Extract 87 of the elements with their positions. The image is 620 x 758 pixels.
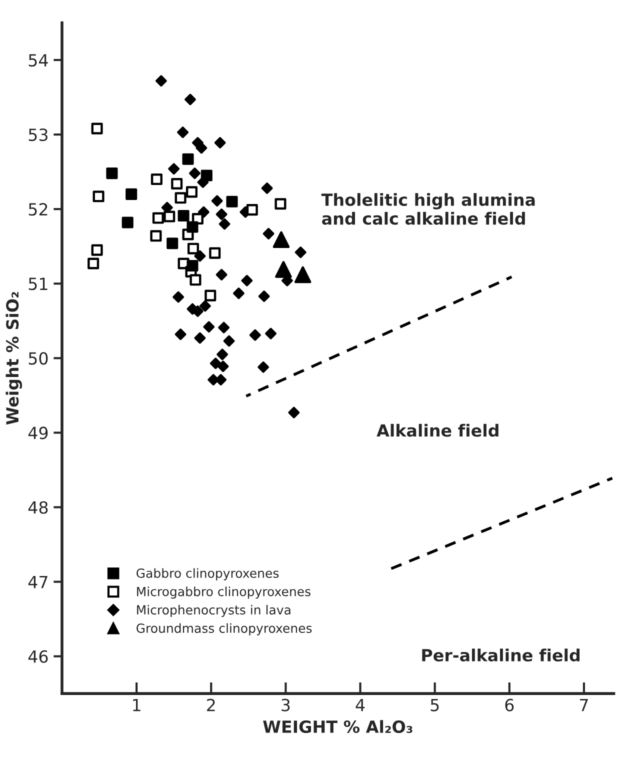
legend-label: Microgabbro clinopyroxenes bbox=[137, 586, 310, 599]
point bbox=[241, 274, 253, 286]
point bbox=[274, 198, 286, 210]
point bbox=[196, 142, 208, 154]
point bbox=[209, 247, 221, 259]
point bbox=[174, 328, 186, 340]
y-tick-label: 51 bbox=[28, 278, 48, 290]
y-tick-label: 49 bbox=[28, 426, 48, 440]
point bbox=[214, 137, 226, 148]
point bbox=[186, 260, 198, 272]
point bbox=[92, 190, 104, 202]
point bbox=[150, 174, 162, 186]
point bbox=[166, 238, 178, 250]
legend-label: Microphenocrysts in lava bbox=[137, 604, 290, 618]
point bbox=[200, 170, 212, 182]
point bbox=[174, 192, 186, 204]
x-tick-label: 7 bbox=[580, 698, 588, 712]
x-tick-label: 3 bbox=[282, 698, 290, 712]
point bbox=[106, 168, 118, 180]
point bbox=[226, 196, 238, 208]
x-axis-title: WEIGHT % Al₂O₃ bbox=[263, 720, 412, 734]
point bbox=[218, 322, 230, 334]
point bbox=[275, 261, 292, 278]
point bbox=[262, 228, 274, 240]
x-tick-label: 1 bbox=[133, 698, 140, 712]
point bbox=[177, 126, 189, 138]
legend-label: Groundmass clinopyroxenes bbox=[136, 623, 312, 636]
point bbox=[211, 195, 223, 207]
point bbox=[249, 329, 261, 341]
y-tick-label: 48 bbox=[28, 501, 48, 514]
point bbox=[172, 291, 184, 303]
point bbox=[194, 250, 206, 262]
point bbox=[152, 212, 164, 224]
annotation: Alkaline field bbox=[376, 424, 498, 437]
point bbox=[216, 348, 228, 360]
x-tick-label: 4 bbox=[356, 698, 365, 712]
point bbox=[150, 230, 162, 242]
point bbox=[294, 246, 306, 258]
point bbox=[246, 204, 258, 216]
point bbox=[189, 168, 200, 180]
y-tick-label: 52 bbox=[28, 203, 48, 216]
point bbox=[178, 210, 190, 222]
point bbox=[164, 210, 176, 222]
point bbox=[216, 268, 228, 280]
point bbox=[126, 188, 138, 200]
x-tick-label: 6 bbox=[505, 698, 514, 712]
point bbox=[168, 163, 180, 175]
y-tick-label: 47 bbox=[28, 576, 48, 588]
y-tick-label: 46 bbox=[28, 650, 48, 663]
y-axis-title: Weight % SiO₂ bbox=[6, 292, 22, 425]
point bbox=[216, 208, 228, 220]
point bbox=[182, 153, 194, 165]
point bbox=[223, 335, 235, 347]
point bbox=[218, 218, 230, 230]
point bbox=[186, 221, 198, 233]
point bbox=[88, 258, 100, 270]
point bbox=[199, 300, 211, 312]
point bbox=[186, 186, 198, 198]
point bbox=[217, 360, 229, 372]
point bbox=[210, 358, 222, 370]
annotation: Per-alkaline field bbox=[422, 648, 580, 662]
point bbox=[258, 290, 270, 302]
point bbox=[187, 242, 200, 254]
y-tick-label: 50 bbox=[28, 352, 48, 365]
point bbox=[155, 75, 167, 87]
point bbox=[288, 406, 300, 418]
point bbox=[190, 274, 202, 286]
point bbox=[171, 178, 183, 190]
point bbox=[194, 332, 206, 344]
point bbox=[91, 244, 103, 256]
point bbox=[122, 216, 134, 228]
x-tick-label: 5 bbox=[430, 698, 439, 712]
point bbox=[91, 122, 103, 134]
annotation: Tholelitic high alumina and calc alkaline field bbox=[321, 193, 535, 225]
point bbox=[265, 328, 277, 340]
point bbox=[258, 361, 270, 373]
point bbox=[203, 321, 215, 333]
point bbox=[184, 94, 196, 106]
y-tick-label: 53 bbox=[28, 128, 48, 142]
y-tick-label: 54 bbox=[28, 54, 48, 67]
legend-label: Gabbro clinopyroxenes bbox=[136, 568, 279, 580]
point bbox=[233, 288, 244, 300]
point bbox=[272, 231, 290, 248]
point bbox=[204, 290, 216, 302]
x-tick-label: 2 bbox=[207, 698, 215, 712]
point bbox=[261, 182, 273, 194]
point bbox=[294, 266, 312, 284]
